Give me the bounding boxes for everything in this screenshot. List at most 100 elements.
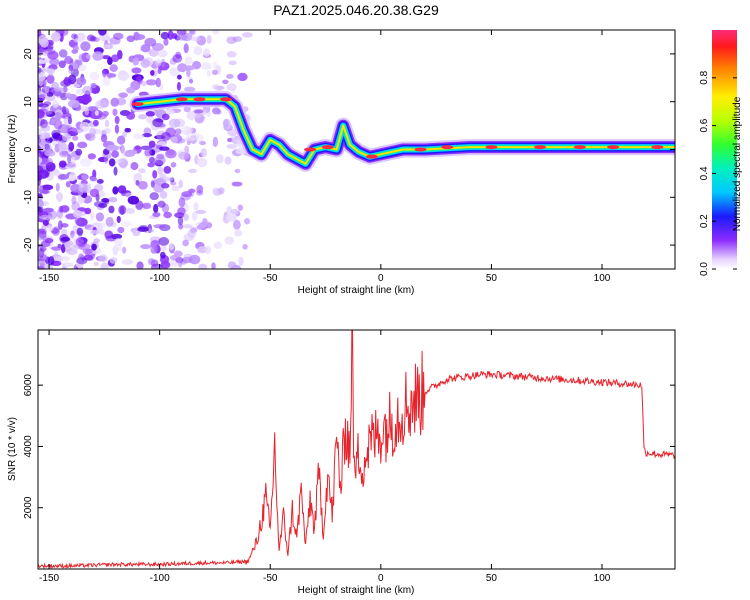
- spectrogram-x-tick-label: -100: [150, 273, 170, 284]
- speckle-blob: [132, 57, 140, 66]
- speckle-blob: [38, 206, 44, 213]
- speckle-blob: [39, 38, 49, 48]
- speckle-blob: [118, 205, 127, 215]
- speckle-blob: [56, 192, 64, 202]
- ridge-peak: [220, 97, 233, 102]
- speckle-blob: [71, 196, 77, 205]
- speckle-blob: [44, 150, 56, 157]
- speckle-blob: [116, 215, 121, 223]
- speckle-blob: [112, 186, 119, 195]
- speckle-blob: [232, 36, 243, 42]
- speckle-blob: [60, 228, 68, 236]
- speckle-blob: [133, 133, 145, 140]
- spectrogram-x-label: Height of straight line (km): [298, 285, 415, 296]
- speckle-blob: [159, 173, 167, 179]
- speckle-blob: [152, 169, 158, 179]
- speckle-blob: [117, 185, 127, 194]
- speckle-blob: [237, 204, 244, 211]
- speckle-blob: [205, 245, 212, 255]
- speckle-blob: [91, 243, 97, 251]
- speckle-blob: [190, 36, 202, 42]
- noise-speckle-layer: [38, 30, 253, 269]
- speckle-blob: [116, 135, 126, 145]
- speckle-blob: [156, 123, 166, 128]
- speckle-blob: [46, 68, 55, 74]
- speckle-blob: [101, 198, 110, 203]
- speckle-blob: [177, 63, 188, 73]
- speckle-blob: [41, 184, 54, 191]
- speckle-blob: [187, 188, 196, 193]
- speckle-blob: [196, 190, 204, 196]
- speckle-blob: [96, 179, 104, 184]
- speckle-blob: [82, 85, 93, 95]
- speckle-blob: [46, 74, 55, 84]
- speckle-blob: [43, 144, 52, 153]
- spectrogram-x-tick-label: -150: [39, 273, 59, 284]
- speckle-blob: [183, 213, 189, 221]
- speckle-blob: [140, 244, 151, 250]
- speckle-blob: [66, 248, 78, 255]
- speckle-blob: [118, 158, 125, 163]
- speckle-blob: [170, 161, 177, 168]
- speckle-blob: [182, 239, 189, 247]
- snr-y-tick-label: 4000: [23, 435, 34, 458]
- speckle-blob: [203, 48, 211, 57]
- speckle-blob: [189, 78, 194, 84]
- speckle-blob: [111, 54, 120, 63]
- speckle-blob: [118, 92, 128, 98]
- ridge-peak: [304, 147, 317, 152]
- speckle-blob: [160, 183, 170, 189]
- speckle-blob: [112, 108, 118, 116]
- speckle-blob: [158, 237, 170, 246]
- speckle-blob: [59, 30, 69, 37]
- speckle-blob: [234, 168, 241, 174]
- snr-x-tick-label: 100: [594, 573, 611, 584]
- speckle-blob: [68, 65, 74, 71]
- speckle-blob: [98, 202, 108, 208]
- ridge-peak: [534, 145, 547, 150]
- speckle-blob: [172, 54, 183, 63]
- speckle-blob: [38, 66, 42, 74]
- speckle-blob: [76, 257, 88, 265]
- speckle-blob: [77, 141, 88, 149]
- ridge-peak: [193, 97, 206, 102]
- speckle-blob: [148, 140, 156, 148]
- speckle-blob: [70, 230, 75, 239]
- speckle-blob: [72, 210, 83, 218]
- snr-plot-area: [38, 330, 675, 569]
- speckle-blob: [80, 41, 91, 52]
- speckle-blob: [147, 162, 155, 168]
- spectral-ridge-layer: [129, 91, 675, 172]
- snr-x-tick-label: -50: [263, 573, 278, 584]
- speckle-blob: [39, 246, 47, 252]
- speckle-blob: [232, 219, 241, 230]
- speckle-blob: [69, 171, 76, 180]
- speckle-blob: [75, 88, 85, 95]
- speckle-blob: [89, 188, 99, 198]
- speckle-blob: [78, 183, 90, 193]
- spectrogram-y-tick-label: 0: [23, 146, 34, 152]
- speckle-blob: [168, 118, 181, 128]
- speckle-blob: [42, 220, 49, 226]
- speckle-blob: [199, 140, 206, 146]
- speckle-blob: [58, 60, 66, 69]
- speckle-blob: [196, 157, 208, 168]
- spectrogram-y-tick-label: -20: [23, 237, 34, 252]
- speckle-blob: [124, 127, 132, 133]
- colorbar-ticks: 0.0 0.2 0.4 0.6 0.8: [699, 70, 737, 276]
- snr-panel: -150 -100 -50 0 50 100 2000 4000 6000 Height of …: [7, 329, 676, 596]
- speckle-blob: [58, 143, 69, 152]
- speckle-blob: [183, 65, 195, 71]
- speckle-blob: [180, 126, 193, 136]
- speckle-blob: [84, 108, 90, 116]
- speckle-blob: [222, 118, 229, 129]
- speckle-blob: [140, 58, 151, 69]
- speckle-blob: [61, 262, 74, 268]
- speckle-blob: [176, 33, 188, 41]
- speckle-blob: [243, 218, 251, 225]
- speckle-blob: [98, 30, 107, 36]
- speckle-blob: [96, 99, 108, 109]
- speckle-blob: [108, 205, 115, 214]
